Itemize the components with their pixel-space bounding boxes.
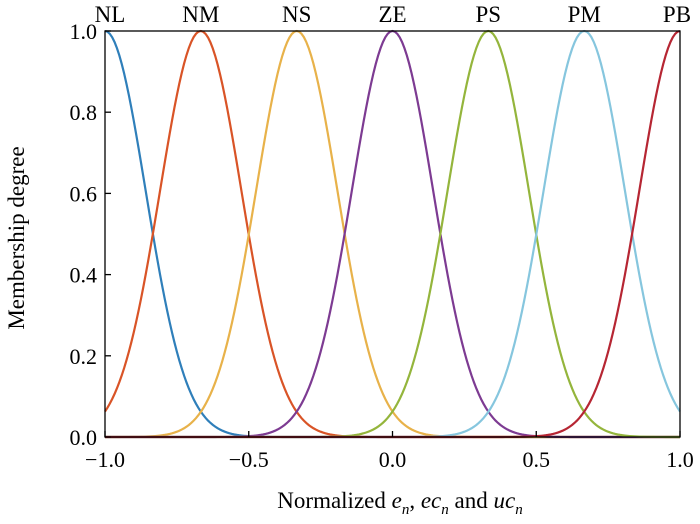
x-axis-var-ec: ec [421, 488, 441, 513]
x-axis-title-prefix: Normalized [277, 488, 391, 513]
x-axis-title-mid: and [449, 488, 494, 513]
curve-ps [105, 29, 680, 439]
y-tick-label: 0.4 [70, 263, 98, 288]
x-tick-label: 0.0 [379, 447, 407, 472]
x-axis-title-sep: , [409, 488, 421, 513]
x-axis-title: Normalized en, ecn and ucn [277, 488, 522, 518]
y-axis-title: Membership degree [4, 146, 29, 329]
y-tick-label: 0.6 [70, 181, 98, 206]
y-tick-label: 0.0 [70, 425, 98, 450]
series-label-nl: NL [95, 2, 126, 27]
series-label-pm: PM [568, 2, 601, 27]
series-label-pb: PB [663, 2, 691, 27]
labels-layer: −1.0 −0.5 0.0 0.5 1.00.00.20.40.60.81.0NL NM N… [70, 2, 694, 472]
plot-frame [104, 30, 681, 438]
ticks-layer [104, 30, 681, 438]
curve-pm [105, 29, 681, 439]
series-label-nm: NM [182, 2, 219, 27]
y-tick-label: 0.8 [70, 100, 98, 125]
y-tick-label: 0.2 [70, 344, 98, 369]
x-axis-sub-uc: n [515, 502, 523, 518]
x-axis-var-uc: uc [493, 488, 515, 513]
x-tick-label: 1.0 [666, 447, 694, 472]
curve-ze [105, 29, 680, 439]
series-label-ns: NS [282, 2, 311, 27]
curve-nm [104, 29, 680, 439]
x-axis-sub-e: n [402, 502, 410, 518]
series-label-ps: PS [475, 2, 501, 27]
x-tick-label: 0.5 [523, 447, 551, 472]
curve-ns [105, 29, 680, 439]
series-label-ze: ZE [378, 2, 406, 27]
x-tick-label: −1.0 [85, 447, 125, 472]
y-tick-label: 1.0 [70, 19, 98, 44]
curve-pb [105, 29, 681, 439]
x-axis-var-e: e [392, 488, 402, 513]
x-tick-label: −0.5 [229, 447, 269, 472]
curve-nl [104, 29, 680, 439]
curves-layer [104, 29, 681, 439]
x-axis-sub-ec: n [441, 502, 449, 518]
